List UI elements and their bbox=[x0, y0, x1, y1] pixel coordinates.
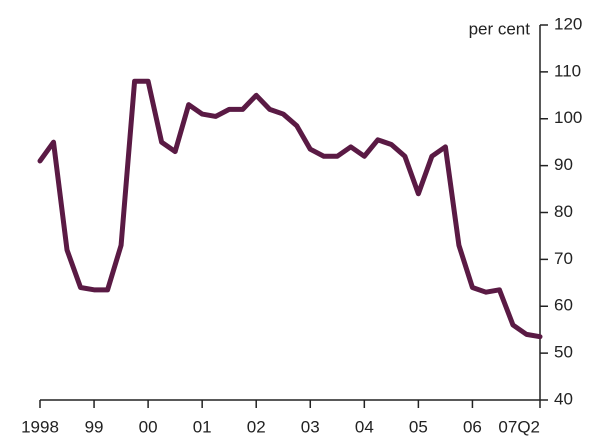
x-tick-label: 07Q2 bbox=[498, 417, 540, 436]
y-tick-label: 100 bbox=[554, 108, 582, 127]
y-tick-label: 40 bbox=[554, 389, 573, 408]
y-tick-label: 60 bbox=[554, 296, 573, 315]
x-tick-label: 04 bbox=[355, 417, 374, 436]
x-tick-label: 01 bbox=[193, 417, 212, 436]
x-tick-label: 1998 bbox=[21, 417, 59, 436]
y-tick-label: 90 bbox=[554, 155, 573, 174]
y-axis-label: per cent bbox=[469, 19, 531, 38]
y-tick-label: 110 bbox=[554, 61, 581, 80]
x-tick-label: 06 bbox=[463, 417, 482, 436]
line bbox=[37, 78, 543, 340]
y-tick-label: 80 bbox=[554, 202, 573, 221]
x-tick-label: 02 bbox=[247, 417, 266, 436]
x-tick-label: 05 bbox=[409, 417, 428, 436]
y-tick-label: 70 bbox=[554, 249, 573, 268]
y-tick-label: 50 bbox=[554, 343, 573, 362]
x-tick-label: 03 bbox=[301, 417, 320, 436]
x-tick-label: 00 bbox=[139, 417, 158, 436]
y-tick-label: 120 bbox=[554, 14, 582, 33]
x-tick-label: 99 bbox=[85, 417, 104, 436]
